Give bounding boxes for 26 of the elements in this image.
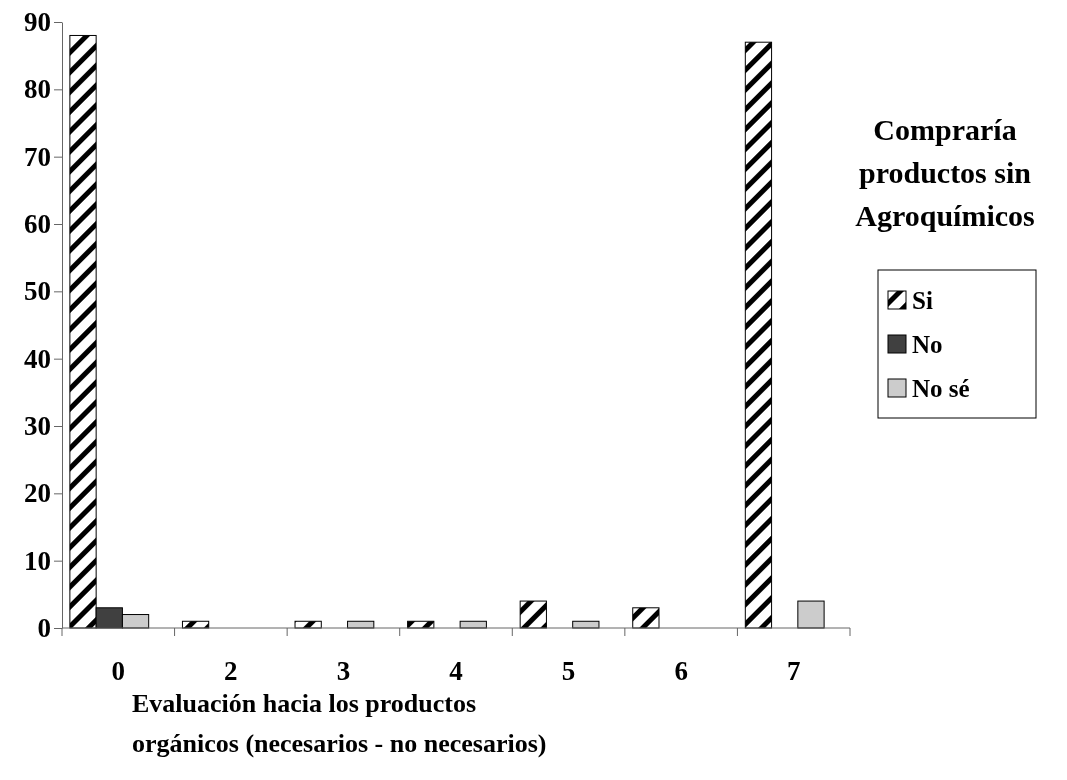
y-tick-label: 80 [24,74,51,105]
x-tick-label: 7 [786,656,801,686]
y-tick-label: 20 [24,478,51,509]
bar [519,600,547,629]
bar [632,607,660,629]
x-tick-label: 0 [111,656,126,686]
bar [797,600,825,629]
legend-label: No sé [912,375,970,402]
x-tick-label: 3 [336,656,351,686]
x-tick-label: 4 [449,656,463,686]
y-tick-label: 60 [24,209,51,240]
x-tick-label: 6 [674,656,688,686]
y-tick-label: 0 [37,613,51,644]
y-tick-label: 70 [24,141,51,172]
legend-title: Compraría productos sin Agroquímicos [855,113,1035,232]
y-tick-label: 30 [24,411,51,442]
bar [744,41,773,629]
legend-label: Si [912,287,933,314]
y-tick-label: 40 [24,343,51,374]
x-tick-label: 5 [561,656,576,686]
x-axis-title: Evaluación hacia los productos orgánicos (necesarios - no necesarios) [132,689,547,758]
x-tick-label: 2 [224,656,238,686]
y-tick-label: 90 [24,7,51,38]
legend-label: No [912,331,943,358]
y-tick-label: 50 [24,276,51,307]
y-tick-label: 10 [24,545,51,576]
